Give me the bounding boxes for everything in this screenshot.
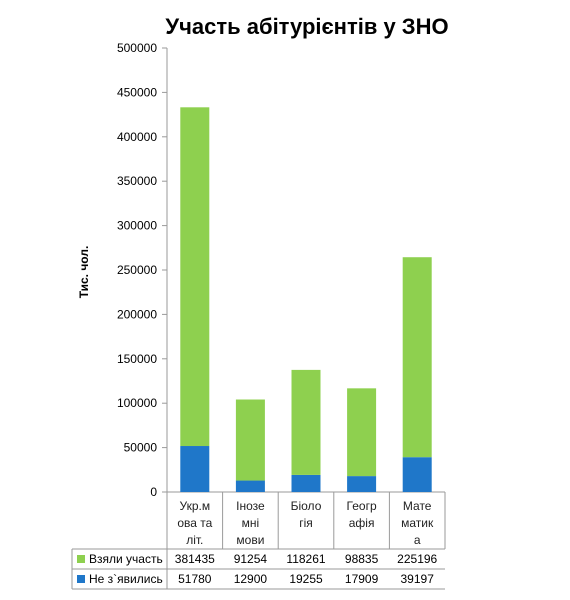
chart-title: Участь абітурієнтів у ЗНО [165, 14, 448, 39]
y-tick-label: 100000 [117, 396, 157, 410]
legend-swatch [77, 575, 85, 583]
y-tick-label: 250000 [117, 263, 157, 277]
bar-segment [180, 446, 210, 492]
category-label: Геогр афія [347, 499, 377, 530]
y-tick-label: 150000 [117, 352, 157, 366]
bar-segment [347, 388, 377, 477]
bar-segment [291, 369, 321, 475]
table-cell: 19255 [289, 572, 323, 586]
legend-swatch [77, 555, 85, 563]
category-label: Біоло гія [291, 499, 322, 530]
table-cell: 17909 [345, 572, 379, 586]
y-tick-label: 200000 [117, 307, 157, 321]
category-label: Інозе мні мови [236, 499, 265, 547]
y-tick-label: 500000 [117, 41, 157, 55]
bar-segment [235, 399, 265, 481]
plot-area: 0 50000 100000 150000 200000 250000 300000 3500… [117, 41, 445, 499]
bar-segment [291, 474, 321, 492]
y-tick-label: 300000 [117, 219, 157, 233]
table-cell: 118261 [286, 552, 325, 566]
category-label: Укр.м ова та літ. [177, 499, 212, 547]
y-tick-label: 400000 [117, 130, 157, 144]
y-axis-label: Тис. чол. [77, 246, 91, 299]
legend-label: Взяли участь [89, 552, 163, 566]
legend-label: Не з`явились [89, 572, 163, 586]
data-table: Укр.м ова та літ. Інозе мні мови Біоло гія Геогр… [71, 492, 446, 590]
category-label: Мате матик а [401, 499, 434, 547]
bar-segment [347, 476, 377, 492]
table-cell: 91254 [234, 552, 268, 566]
table-cell: 51780 [178, 572, 212, 586]
bar-segment [180, 107, 210, 447]
y-tick-label: 50000 [124, 441, 158, 455]
table-cell: 39197 [401, 572, 435, 586]
bar-segment [402, 257, 432, 458]
table-cell: 381435 [175, 552, 215, 566]
bar-segment [402, 457, 432, 492]
table-cell: 225196 [397, 552, 437, 566]
table-cell: 98835 [345, 552, 379, 566]
table-cell: 12900 [234, 572, 268, 586]
bar-segment [235, 480, 265, 492]
y-tick-label: 350000 [117, 174, 157, 188]
y-tick-label: 0 [150, 485, 157, 499]
y-tick-label: 450000 [117, 85, 157, 99]
